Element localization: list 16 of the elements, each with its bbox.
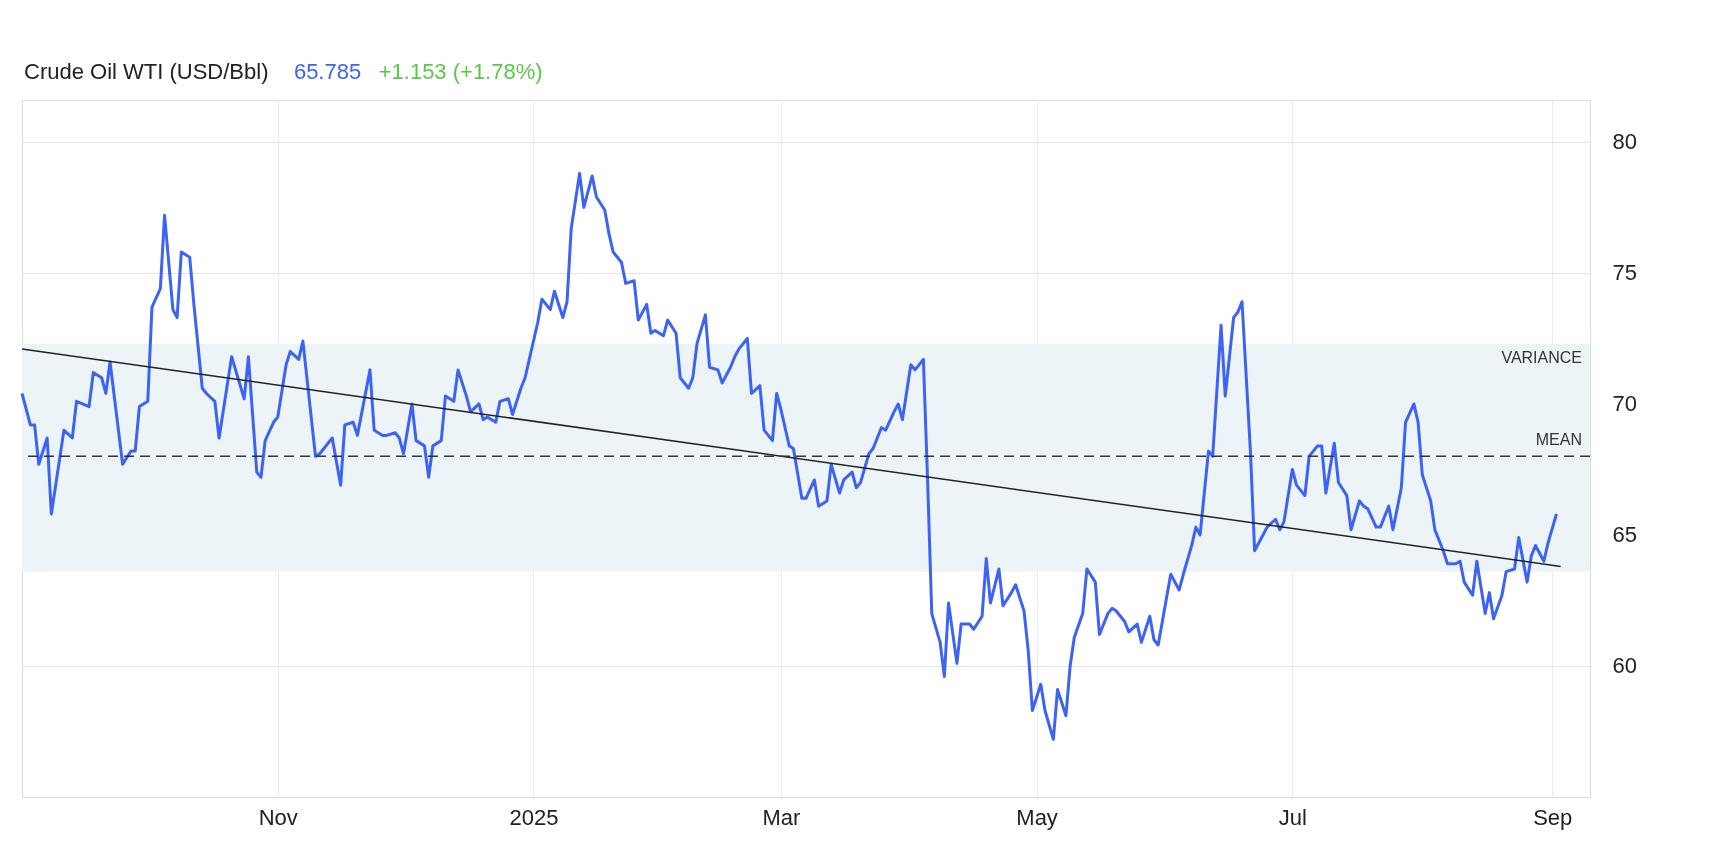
x-tick-label: Jul bbox=[1278, 804, 1307, 830]
x-tick-label: Mar bbox=[762, 804, 801, 830]
y-tick-label: 80 bbox=[1612, 129, 1637, 155]
chart-title: Crude Oil WTI (USD/Bbl) bbox=[24, 59, 269, 84]
band-label: VARIANCE bbox=[1501, 348, 1582, 366]
text: 65.785 bbox=[293, 59, 362, 84]
y-tick-label: 60 bbox=[1612, 653, 1637, 679]
ref-line-label: MEAN bbox=[1535, 431, 1582, 449]
x-tick-label: 2025 bbox=[509, 804, 559, 830]
x-tick-label: Nov bbox=[258, 804, 298, 830]
y-tick-label: 75 bbox=[1612, 260, 1637, 286]
x-tick-label: Sep bbox=[1533, 804, 1573, 830]
text: +1.153 (+1.78%) bbox=[378, 59, 543, 84]
y-tick-label: 65 bbox=[1612, 522, 1637, 548]
x-tick-label: May bbox=[1016, 804, 1058, 830]
y-tick-label: 70 bbox=[1612, 391, 1637, 417]
